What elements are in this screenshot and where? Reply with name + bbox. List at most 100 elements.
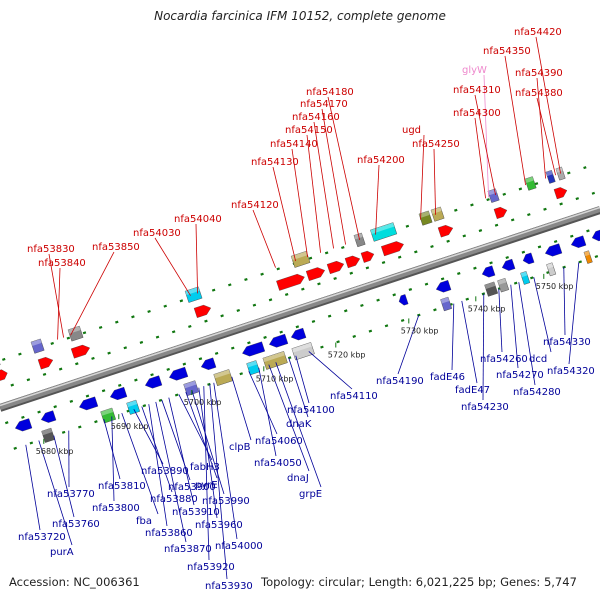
bottom-gene-label-15: nfa53990 <box>202 496 250 507</box>
bottom-gene-label-11: nfa53900 <box>168 482 216 493</box>
bottom-gene-label-21: nfa54060 <box>255 436 303 447</box>
top-gene-label-6: nfa54130 <box>251 157 299 168</box>
gene-feature-20 <box>30 338 45 354</box>
top-leader-17 <box>474 94 496 196</box>
bottom-gene-label-19: nfa54000 <box>215 541 263 552</box>
gene-labels: nfa53830 nfa53840 nfa53850 nfa54030 nfa54040… <box>18 27 595 592</box>
bottom-leader-25 <box>288 357 309 418</box>
bottom-gene-label-26: nfa54100 <box>287 405 335 416</box>
bottom-leader-21 <box>248 371 278 435</box>
bottom-gene-label-24: grpE <box>299 489 322 500</box>
bottom-gene-label-8: nfa53880 <box>150 494 198 505</box>
bottom-leader-5 <box>111 416 115 502</box>
top-leader-2 <box>70 251 115 336</box>
top-gene-label-14: nfa54250 <box>412 139 460 150</box>
bottom-gene-label-17: nfa53920 <box>187 562 235 573</box>
features <box>0 166 600 443</box>
gene-feature-53 <box>484 281 499 297</box>
bottom-gene-label-12: nfa53910 <box>172 507 220 518</box>
bottom-gene-label-13: fabH3 <box>190 462 220 473</box>
scale-tick-label-5: 5730 kbp <box>401 326 439 335</box>
scale-tick-label-7: 5750 kbp <box>536 282 574 291</box>
bottom-leader-4 <box>103 418 121 480</box>
bottom-leader-23 <box>268 364 310 472</box>
gene-feature-37 <box>435 280 452 293</box>
bottom-gene-label-33: nfa54270 <box>496 370 544 381</box>
gene-feature-31 <box>169 366 189 381</box>
gene-feature-43 <box>591 229 600 242</box>
gene-feature-52 <box>440 296 453 312</box>
bottom-leader-7 <box>133 408 164 465</box>
top-gene-label-8: nfa54150 <box>285 125 333 136</box>
gene-feature-12 <box>0 369 8 382</box>
top-leader-21 <box>535 36 561 174</box>
top-leader-13 <box>420 134 425 220</box>
bottom-leader-19 <box>213 382 238 540</box>
scale-tick-label-0: 5680 kbp <box>36 447 74 456</box>
bottom-gene-label-0: nfa53720 <box>18 532 66 543</box>
bottom-leader-31 <box>482 293 485 401</box>
gene-feature-57 <box>583 250 593 264</box>
top-leader-14 <box>433 148 436 215</box>
bottom-gene-label-27: nfa54110 <box>330 391 378 402</box>
gene-feature-48 <box>213 369 233 387</box>
gene-feature-39 <box>501 258 516 271</box>
gene-feature-35 <box>290 327 307 341</box>
top-leader-12 <box>375 164 380 235</box>
top-gene-label-0: nfa53830 <box>27 244 75 255</box>
gene-feature-17 <box>430 206 445 222</box>
gene-feature-13 <box>184 286 203 303</box>
bottom-leader-14 <box>185 391 218 479</box>
bottom-gene-label-5: nfa53800 <box>92 503 140 514</box>
gene-feature-5 <box>344 255 361 269</box>
bottom-leader-8 <box>141 406 173 493</box>
bottom-gene-label-6: fba <box>136 516 152 527</box>
top-gene-label-2: nfa53850 <box>92 242 140 253</box>
scale-tick-label-2: 5700 kbp <box>184 398 222 407</box>
top-leader-8 <box>306 134 321 253</box>
gene-feature-4 <box>326 261 345 275</box>
top-gene-label-7: nfa54140 <box>270 139 318 150</box>
gene-feature-2 <box>276 273 305 291</box>
bottom-leader-6 <box>121 413 159 515</box>
gene-feature-34 <box>269 333 289 348</box>
bottom-gene-label-9: nfa53860 <box>145 528 193 539</box>
gene-feature-41 <box>545 243 563 257</box>
gene-feature-42 <box>570 235 587 248</box>
gene-feature-50 <box>262 351 288 370</box>
bottom-gene-label-2: nfa53760 <box>52 519 100 530</box>
top-gene-label-5: nfa54120 <box>231 200 279 211</box>
top-gene-label-17: nfa54310 <box>453 85 501 96</box>
bottom-gene-label-22: nfa54050 <box>254 458 302 469</box>
top-gene-label-1: nfa53840 <box>38 258 86 269</box>
bottom-leader-16 <box>198 387 218 519</box>
top-gene-label-18: nfa54350 <box>483 46 531 57</box>
top-leader-6 <box>272 166 296 262</box>
bottom-gene-label-23: dnaJ <box>287 473 309 484</box>
backbone <box>0 206 600 412</box>
accession-text: Accession: NC_006361 <box>9 575 140 589</box>
bottom-leader-2 <box>53 435 75 518</box>
gene-feature-8 <box>437 225 454 238</box>
gene-feature-6 <box>360 250 375 263</box>
bottom-leader-29 <box>451 303 455 371</box>
bottom-gene-label-28: nfa54190 <box>376 376 424 387</box>
bottom-gene-label-1: purA <box>50 547 74 558</box>
gene-feature-30 <box>145 375 163 389</box>
top-leader-16 <box>474 117 486 199</box>
gene-feature-11 <box>37 357 54 370</box>
gene-feature-19 <box>67 325 84 342</box>
gene-feature-32 <box>200 357 217 370</box>
top-leader-0 <box>48 253 64 338</box>
bottom-leader-27 <box>308 351 353 390</box>
gene-feature-7 <box>381 241 404 257</box>
bottom-gene-label-14: pyrE <box>195 480 218 491</box>
gene-feature-44 <box>41 427 56 443</box>
bottom-leader-9 <box>148 404 168 527</box>
top-leader-1 <box>57 267 61 340</box>
gene-feature-9 <box>493 207 508 219</box>
gene-feature-38 <box>481 265 496 278</box>
bottom-leader-28 <box>397 315 420 375</box>
top-gene-label-12: nfa54200 <box>357 155 405 166</box>
